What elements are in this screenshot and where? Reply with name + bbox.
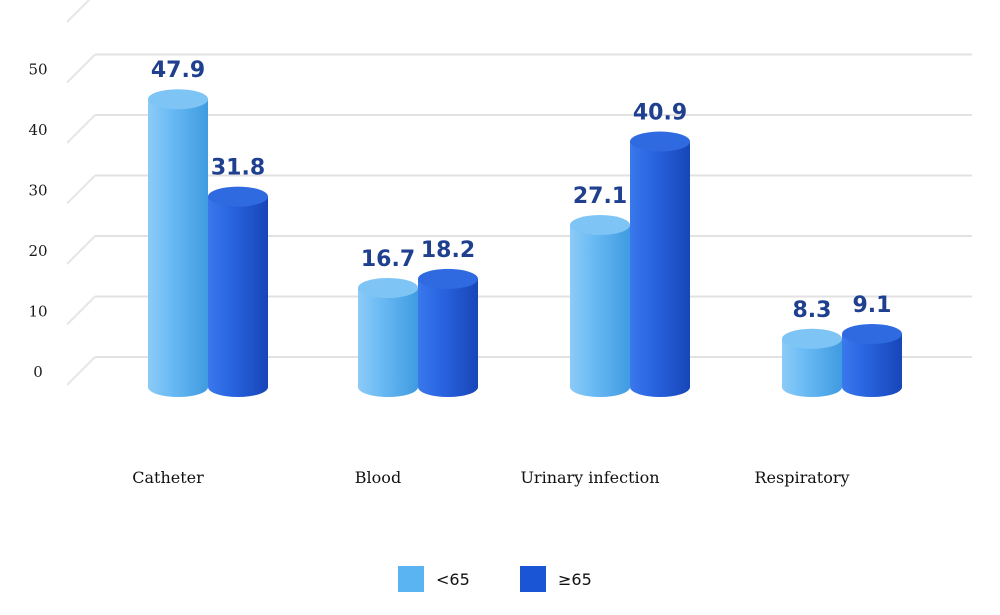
legend: <65 ≥65 — [398, 566, 592, 592]
bar-body — [782, 338, 842, 397]
bar-top — [358, 277, 418, 298]
bar-body — [208, 196, 268, 397]
data-label: 9.1 — [853, 293, 892, 318]
gridline-diagonal — [66, 0, 91, 23]
bar-body — [358, 287, 418, 397]
y-tick-label: 20 — [28, 242, 47, 260]
legend-label: ≥65 — [558, 570, 592, 589]
bar-body — [148, 99, 208, 397]
y-tick-label: 0 — [33, 363, 43, 381]
y-tick-label: 40 — [28, 121, 47, 139]
data-label: 16.7 — [361, 247, 415, 272]
x-tick-label: Blood — [355, 468, 401, 487]
bars — [148, 89, 902, 397]
bar — [782, 328, 842, 397]
bar — [208, 186, 268, 397]
y-tick-label: 10 — [28, 303, 47, 321]
data-label: 47.9 — [151, 58, 205, 83]
x-axis: Catheter Blood Urinary infection Respirator… — [132, 468, 849, 487]
bar-body — [418, 278, 478, 397]
bar-top — [630, 131, 690, 152]
x-tick-label: Urinary infection — [520, 468, 659, 487]
legend-item: ≥65 — [520, 566, 592, 592]
bar-body — [842, 333, 902, 397]
y-tick-label: 30 — [28, 182, 47, 200]
legend-swatch — [520, 566, 546, 592]
data-label: 40.9 — [633, 101, 687, 126]
gridline-diagonal — [66, 295, 96, 326]
gridline-diagonal — [66, 356, 96, 386]
bar-top — [418, 268, 478, 289]
bar-top — [148, 89, 208, 110]
gridline-diagonal — [66, 114, 96, 144]
bar-top — [570, 215, 630, 236]
bar-top — [842, 323, 902, 344]
bar-top — [782, 328, 842, 349]
y-axis: 0 10 20 30 40 50 — [28, 61, 47, 382]
bar-top — [208, 186, 268, 207]
bar — [570, 215, 630, 397]
x-tick-label: Respiratory — [754, 468, 849, 487]
bar-body — [630, 141, 690, 397]
bar — [358, 277, 418, 397]
bar — [842, 323, 902, 397]
bar-body — [570, 225, 630, 397]
gridline-diagonal — [66, 53, 96, 84]
legend-item: <65 — [398, 566, 470, 592]
legend-label: <65 — [436, 570, 470, 589]
data-label: 18.2 — [421, 238, 475, 263]
data-label: 27.1 — [573, 184, 627, 209]
bar — [630, 131, 690, 397]
data-label: 8.3 — [793, 298, 832, 323]
y-tick-label: 50 — [28, 61, 47, 79]
x-tick-label: Catheter — [132, 468, 204, 487]
gridline-diagonal — [66, 174, 96, 205]
bar — [418, 268, 478, 397]
gridline-diagonal — [66, 235, 96, 265]
legend-swatch — [398, 566, 424, 592]
data-label: 31.8 — [211, 156, 265, 181]
bar — [148, 89, 208, 397]
data-labels: 47.9 31.8 16.7 18.2 27.1 40.9 8.3 9.1 — [151, 58, 892, 323]
